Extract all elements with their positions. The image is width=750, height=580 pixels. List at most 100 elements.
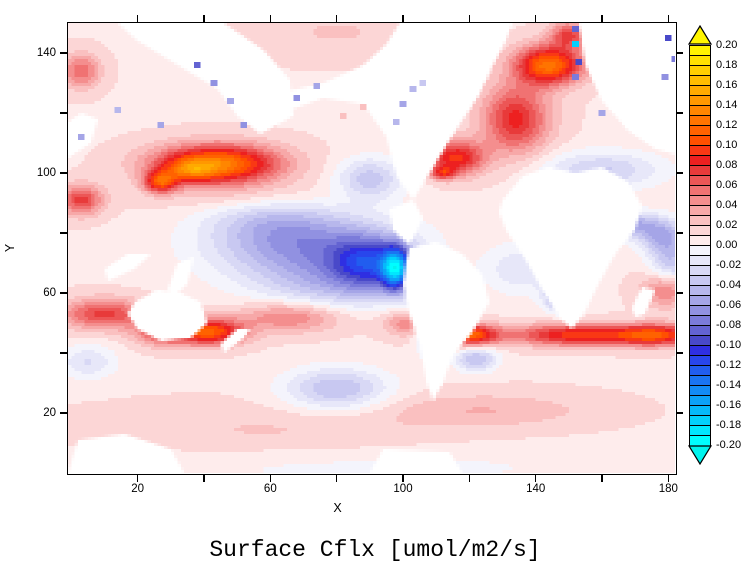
colorbar-label: -0.16	[716, 399, 742, 411]
y-tick	[59, 52, 67, 54]
y-right-tick	[676, 112, 683, 114]
colorbar-label: 0.02	[716, 219, 738, 231]
colorbar-box	[690, 386, 710, 396]
colorbar-label: -0.02	[716, 259, 742, 271]
y-tick-label: 100	[36, 166, 56, 179]
colorbar-box	[690, 356, 710, 366]
colorbar-label: -0.12	[716, 359, 742, 371]
colorbar-box	[690, 246, 710, 256]
x-top-tick	[468, 14, 471, 22]
colorbar-box	[690, 336, 710, 346]
colorbar-label: 0.14	[716, 99, 738, 111]
y-tick-label: 60	[43, 286, 56, 299]
colorbar-label: -0.14	[716, 379, 742, 391]
colorbar-label: 0.10	[716, 139, 738, 151]
colorbar-box	[690, 306, 710, 316]
x-top-tick	[534, 14, 537, 22]
colorbar-box	[690, 126, 710, 136]
x-tick	[601, 474, 603, 482]
y-tick	[59, 292, 67, 294]
y-right-tick	[676, 292, 683, 294]
x-tick	[667, 474, 670, 482]
colorbar-label: -0.08	[716, 319, 742, 331]
y-right-tick	[676, 52, 683, 54]
colorbar-box	[690, 376, 710, 386]
x-top-tick	[203, 14, 205, 22]
colorbar-label: 0.20	[716, 39, 738, 51]
colorbar-label: 0.04	[716, 199, 738, 211]
x-tick	[402, 474, 404, 482]
colorbar-label: 0.08	[716, 159, 738, 171]
colorbar-box	[690, 266, 710, 276]
x-tick-label: 140	[526, 483, 546, 495]
colorbar-box	[690, 426, 710, 436]
y-tick	[59, 112, 67, 114]
colorbar-label: 0.18	[716, 59, 738, 71]
colorbar-box	[690, 136, 710, 146]
colorbar-under-arrow	[687, 445, 713, 466]
figure-title: Surface Cflx [umol/m2/s]	[209, 537, 541, 563]
y-right-tick	[676, 412, 683, 414]
x-tick	[136, 474, 139, 482]
colorbar-box	[690, 66, 710, 76]
colorbar-label: -0.20	[716, 439, 742, 451]
x-top-tick	[402, 14, 404, 22]
colorbar-over-arrow	[687, 24, 713, 45]
colorbar-box	[690, 406, 710, 416]
colorbar-box	[690, 206, 710, 216]
y-tick	[59, 412, 67, 414]
colorbar-box	[690, 46, 710, 56]
colorbar-box	[690, 316, 710, 326]
x-tick	[468, 474, 471, 482]
x-axis-label: X	[333, 501, 342, 515]
colorbar-box	[690, 166, 710, 176]
y-tick	[59, 352, 67, 354]
x-tick-label: 180	[658, 483, 678, 495]
colorbar-label: 0.12	[716, 119, 738, 131]
x-tick	[335, 474, 338, 482]
colorbar-label: -0.18	[716, 419, 742, 431]
x-tick-label: 20	[131, 483, 145, 495]
colorbar-box	[690, 86, 710, 96]
colorbar-box	[690, 156, 710, 166]
colorbar-box	[690, 326, 710, 336]
y-tick-label: 20	[43, 406, 56, 419]
heatmap-canvas	[68, 23, 675, 473]
x-tick-label: 60	[263, 483, 277, 495]
y-tick	[59, 232, 67, 234]
colorbar-box	[690, 216, 710, 226]
colorbar-box	[690, 186, 710, 196]
colorbar-label: 0.00	[716, 239, 738, 251]
y-axis-label: Y	[3, 243, 18, 253]
plot-frame	[66, 21, 677, 475]
colorbar-box	[690, 416, 710, 426]
colorbar-box	[690, 146, 710, 156]
colorbar-box	[690, 176, 710, 186]
colorbar-label: -0.10	[716, 339, 742, 351]
colorbar-box	[690, 196, 710, 206]
colorbar-box	[690, 76, 710, 86]
x-top-tick	[335, 14, 338, 22]
colorbar-box	[690, 56, 710, 66]
x-top-tick	[136, 14, 139, 22]
x-top-tick	[667, 14, 670, 22]
colorbar-box	[690, 436, 710, 446]
colorbar-label: 0.06	[716, 179, 738, 191]
y-right-tick	[676, 172, 683, 174]
colorbar-box	[690, 296, 710, 306]
x-tick	[203, 474, 205, 482]
colorbar-label: -0.04	[716, 279, 742, 291]
colorbar-box	[690, 396, 710, 406]
colorbar-box	[690, 276, 710, 286]
y-tick-label: 140	[36, 46, 56, 59]
colorbar-box	[690, 256, 710, 266]
colorbar-label: 0.16	[716, 79, 738, 91]
colorbar-box	[690, 346, 710, 356]
colorbar-boxes	[689, 45, 711, 447]
colorbar-box	[690, 236, 710, 246]
y-right-tick	[676, 352, 683, 354]
colorbar-box	[690, 286, 710, 296]
x-tick	[534, 474, 537, 482]
y-tick	[59, 172, 67, 174]
